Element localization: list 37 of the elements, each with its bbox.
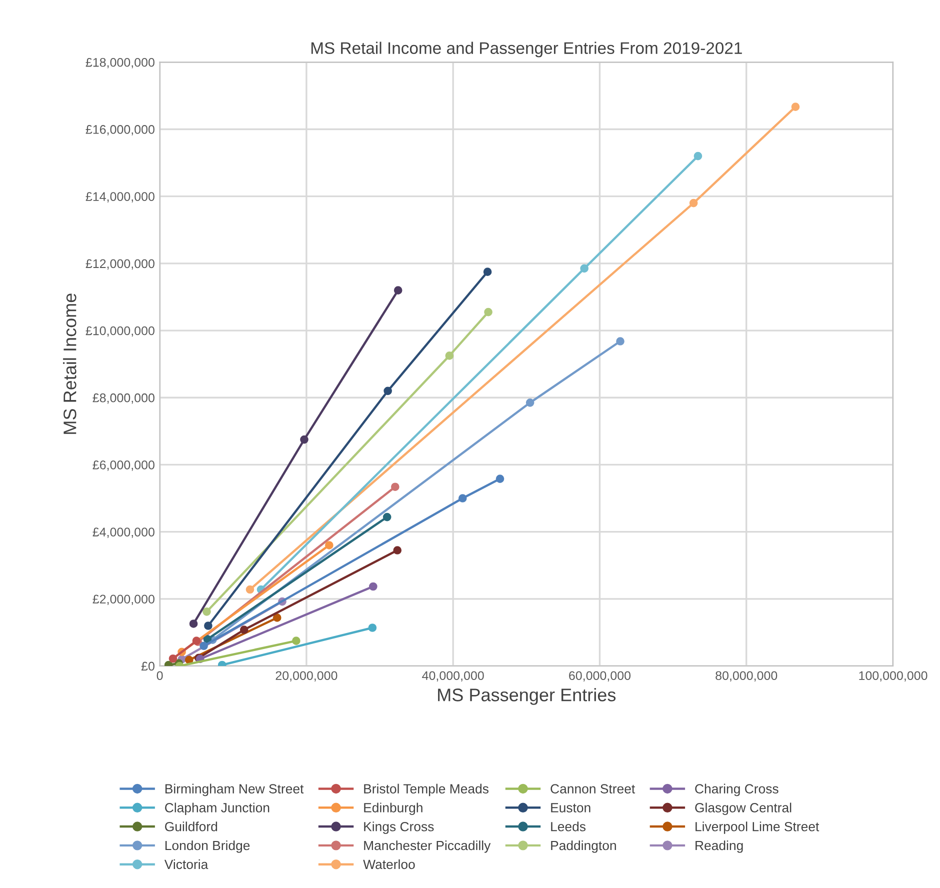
y-tick-label: £8,000,000 <box>92 393 154 404</box>
legend-label: Euston <box>551 803 590 812</box>
y-tick-label: £2,000,000 <box>92 594 154 606</box>
y-tick-label: £6,000,000 <box>92 460 154 471</box>
y-tick-label: £16,000,000 <box>86 125 154 136</box>
legend-label: Cannon Street <box>550 784 636 794</box>
legend-label: Kings Cross <box>364 822 434 834</box>
y-tick-label: £4,000,000 <box>92 528 154 538</box>
x-tick-label: 60,000,000 <box>569 671 631 682</box>
legend-label: Liverpool Lime Street <box>696 822 820 834</box>
chart-title: MS Retail Income and Passenger Entries From 2019-2021 <box>311 42 742 58</box>
legend-label: Waterloo <box>363 859 415 870</box>
legend-label: Victoria <box>164 859 208 870</box>
legend-label: Glasgow Central <box>695 802 792 815</box>
legend-label: Manchester Piccadilly <box>364 840 491 853</box>
y-tick-label: £14,000,000 <box>86 192 154 202</box>
x-tick-label: 80,000,000 <box>716 671 778 682</box>
y-tick-label: £0 <box>141 662 154 671</box>
x-tick-label: 20,000,000 <box>276 671 338 682</box>
x-tick-label: 40,000,000 <box>422 671 484 682</box>
legend-label: London Bridge <box>165 840 250 853</box>
legend-label: Edinburgh <box>364 802 422 815</box>
x-tick-label: 100,000,000 <box>859 671 928 682</box>
legend-label: Reading <box>696 840 743 853</box>
y-tick-label: £10,000,000 <box>86 326 154 337</box>
legend-label: Paddington <box>551 840 616 853</box>
legend-label: Bristol Temple Meads <box>364 784 488 796</box>
legend-label: Clapham Junction <box>165 802 270 815</box>
x-tick-label: 0 <box>156 671 163 680</box>
y-axis-title: MS Retail Income <box>63 294 76 434</box>
legend-label: Leeds <box>551 822 586 832</box>
legend-label: Guildford <box>165 822 218 832</box>
y-tick-label: £18,000,000 <box>86 58 154 68</box>
legend-label: Charing Cross <box>695 784 778 796</box>
y-tick-label: £12,000,000 <box>86 259 154 270</box>
x-axis-title: MS Passenger Entries <box>438 688 616 705</box>
legend-label: Birmingham New Street <box>165 784 304 796</box>
